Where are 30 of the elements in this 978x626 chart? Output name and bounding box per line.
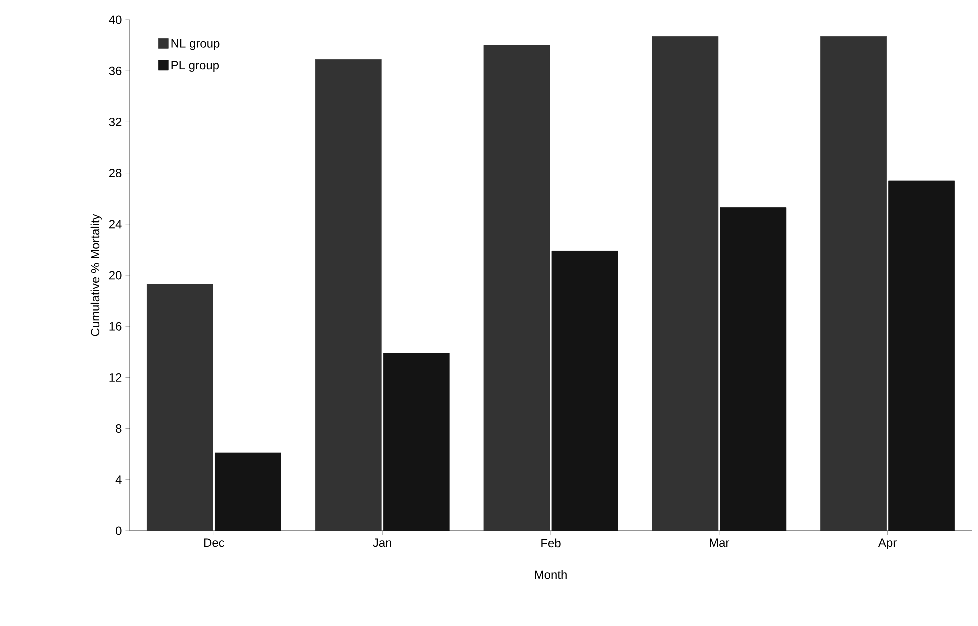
bar: [820, 36, 887, 531]
y-tick-label: 20: [109, 271, 122, 280]
y-tick-label: 28: [109, 169, 122, 178]
y-tick-label: 36: [109, 66, 122, 76]
bar: [215, 452, 282, 531]
x-tick-label: Mar: [710, 538, 730, 548]
legend-label: NL group: [172, 40, 220, 50]
bar: [383, 353, 450, 531]
bar: [652, 36, 719, 531]
x-tick-label: Jan: [373, 538, 392, 548]
bar: [147, 284, 214, 531]
bar: [888, 180, 955, 531]
y-tick-label: 4: [116, 476, 122, 484]
y-tick-label: 0: [116, 526, 122, 536]
legend-label: PL group: [172, 61, 219, 72]
bar: [484, 45, 550, 531]
y-tick-label: 12: [110, 374, 122, 382]
y-tick-label: 32: [109, 118, 122, 126]
bar: [552, 251, 618, 531]
x-axis-title: Month: [535, 570, 567, 580]
y-tick-label: 40: [109, 16, 122, 24]
x-tick-label: Apr: [878, 538, 897, 550]
y-tick-label: 16: [110, 322, 122, 331]
y-axis-title: Cumulative % Mortality: [90, 214, 102, 336]
bar: [315, 59, 382, 531]
bar: [720, 208, 787, 531]
x-tick-label: Dec: [204, 538, 225, 548]
x-tick-label: Feb: [542, 538, 561, 548]
y-tick-label: 8: [116, 424, 122, 434]
y-tick-label: 24: [109, 220, 122, 229]
